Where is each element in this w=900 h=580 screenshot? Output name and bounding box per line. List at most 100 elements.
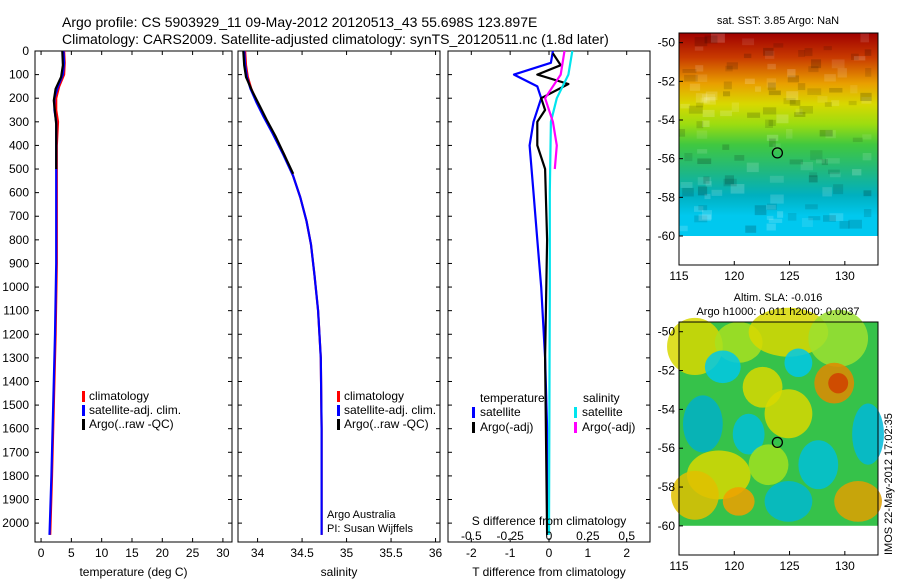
sla-anomaly-blob xyxy=(808,309,869,367)
sst-texture-cell xyxy=(696,130,708,139)
sst-texture-cell xyxy=(766,134,779,141)
sst-texture-cell xyxy=(702,109,715,118)
sst-texture-cell xyxy=(694,46,704,51)
diff-legend-swatch xyxy=(472,407,475,418)
sst-texture-cell xyxy=(726,62,738,70)
temp-legend-swatch xyxy=(82,405,85,416)
sst-texture-cell xyxy=(811,59,822,69)
depth-tick-label: 1800 xyxy=(2,469,29,483)
sst-texture-cell xyxy=(795,108,803,115)
sst-texture-cell xyxy=(772,143,781,151)
sst-texture-cell xyxy=(745,225,757,233)
diff-legend-label: Argo(-adj) xyxy=(480,420,533,434)
temp-legend-swatch xyxy=(82,391,85,402)
temp-legend-label: satellite-adj. clim. xyxy=(89,403,181,417)
sst-nodata-strip xyxy=(679,236,878,265)
sst-texture-cell xyxy=(705,91,718,101)
sst-texture-cell xyxy=(797,83,806,91)
depth-tick-label: 1100 xyxy=(3,304,29,318)
depth-tick-label: 2000 xyxy=(2,516,29,530)
sla-anomaly-blob xyxy=(671,470,719,520)
depth-tick-label: 700 xyxy=(9,209,29,223)
sst-texture-cell xyxy=(696,121,704,129)
sst-texture-cell xyxy=(837,68,847,78)
diff-legend-group-title: salinity xyxy=(583,391,620,405)
sla-anomaly-blob xyxy=(764,389,813,439)
sst-texture-cell xyxy=(826,158,840,164)
difference-xtick-label: 1 xyxy=(585,546,592,560)
sst-lon-tick-label: 115 xyxy=(669,269,688,283)
sst-texture-cell xyxy=(734,155,745,161)
difference-xlabel: T difference from climatology xyxy=(472,565,626,579)
sst-texture-cell xyxy=(701,210,712,220)
depth-tick-label: 900 xyxy=(9,256,29,270)
sst-lat-tick-label: -50 xyxy=(658,36,676,50)
sst-texture-cell xyxy=(695,93,708,103)
sst-texture-cell xyxy=(848,100,857,106)
sla-map-frame xyxy=(678,321,879,556)
sst-texture-cell xyxy=(697,186,708,196)
sst-texture-cell xyxy=(821,159,828,166)
salinity-series-climatology xyxy=(244,50,323,535)
sst-texture-cell xyxy=(825,130,836,139)
s-difference-label: S difference from climatology xyxy=(472,514,627,528)
salinity-xtick-label: 35 xyxy=(340,546,354,560)
sst-texture-cell xyxy=(725,65,733,72)
sst-texture-cell xyxy=(765,119,773,129)
sla-anomaly-blob xyxy=(764,481,813,522)
sst-texture-cell xyxy=(787,212,797,221)
sst-texture-cell xyxy=(768,119,776,127)
sst-texture-cell xyxy=(694,215,708,223)
sst-texture-cell xyxy=(704,193,711,200)
sla-anomaly-blob xyxy=(748,307,829,357)
sst-map-panel: 115 120 125 130 -50 -52 -54 -56 -58 -60 sat. SST: … xyxy=(658,15,879,283)
sst-texture-cell xyxy=(744,78,755,85)
sla-anomaly-blob xyxy=(704,350,741,384)
sst-texture-cell xyxy=(769,138,776,147)
sst-texture-cell xyxy=(743,53,752,59)
depth-tick-label: 500 xyxy=(9,162,29,176)
sst-texture-cell xyxy=(798,50,806,57)
title-line-1: Argo profile: CS 5903929_11 09-May-2012 … xyxy=(62,14,537,30)
depth-tick-label: 100 xyxy=(9,68,29,82)
sst-texture-cell xyxy=(829,87,843,93)
sla-lat-tick-label: -60 xyxy=(658,519,676,533)
sst-texture-cell xyxy=(765,50,775,59)
difference-panel: -2 -1 0 1 2 T difference from climatology S di… xyxy=(447,50,651,579)
sst-texture-cell xyxy=(789,159,803,165)
sst-texture-cell xyxy=(770,194,784,204)
sst-texture-cell xyxy=(704,35,718,44)
sst-texture-cell xyxy=(848,219,862,229)
sst-texture-cell xyxy=(823,46,832,51)
sst-texture-cell xyxy=(831,59,845,69)
difference-xtick-label: -2 xyxy=(466,546,477,560)
s-difference-tick-label: -0.25 xyxy=(496,529,524,543)
sst-texture-cell xyxy=(800,162,813,171)
diff-legend-swatch xyxy=(574,422,577,433)
sst-map-title: sat. SST: 3.85 Argo: NaN xyxy=(717,15,839,27)
temperature-xtick-label: 5 xyxy=(68,546,75,560)
sst-map-frame xyxy=(678,32,879,266)
sal-legend-swatch xyxy=(337,405,340,416)
sla-lat-tick-label: -58 xyxy=(658,480,676,494)
sst-texture-cell xyxy=(860,92,872,102)
sst-texture-cell xyxy=(697,177,712,185)
temperature-panel: 0 5 10 15 20 25 300100200300400500600700800900… xyxy=(2,44,233,579)
sst-texture-cell xyxy=(682,68,697,74)
temp-legend-label: Argo(..raw -QC) xyxy=(89,417,174,431)
sst-texture-cell xyxy=(696,102,704,108)
sst-texture-cell xyxy=(723,178,737,187)
sst-lat-tick-label: -60 xyxy=(658,229,676,243)
sst-texture-cell xyxy=(863,190,872,197)
sst-lat-tick-label: -58 xyxy=(658,190,676,204)
sst-texture-cell xyxy=(862,134,872,140)
temperature-series-argo-raw-qc- xyxy=(52,50,65,169)
sst-lat-tick-label: -56 xyxy=(658,152,676,166)
sst-texture-cell xyxy=(697,158,712,165)
sst-texture-cell xyxy=(688,105,703,114)
sla-nodata-strip xyxy=(679,525,878,555)
salinity-annotation: Argo Australia xyxy=(327,509,396,521)
sst-texture-cell xyxy=(824,102,832,107)
sst-texture-cell xyxy=(776,114,789,124)
sst-texture-cell xyxy=(680,103,690,109)
